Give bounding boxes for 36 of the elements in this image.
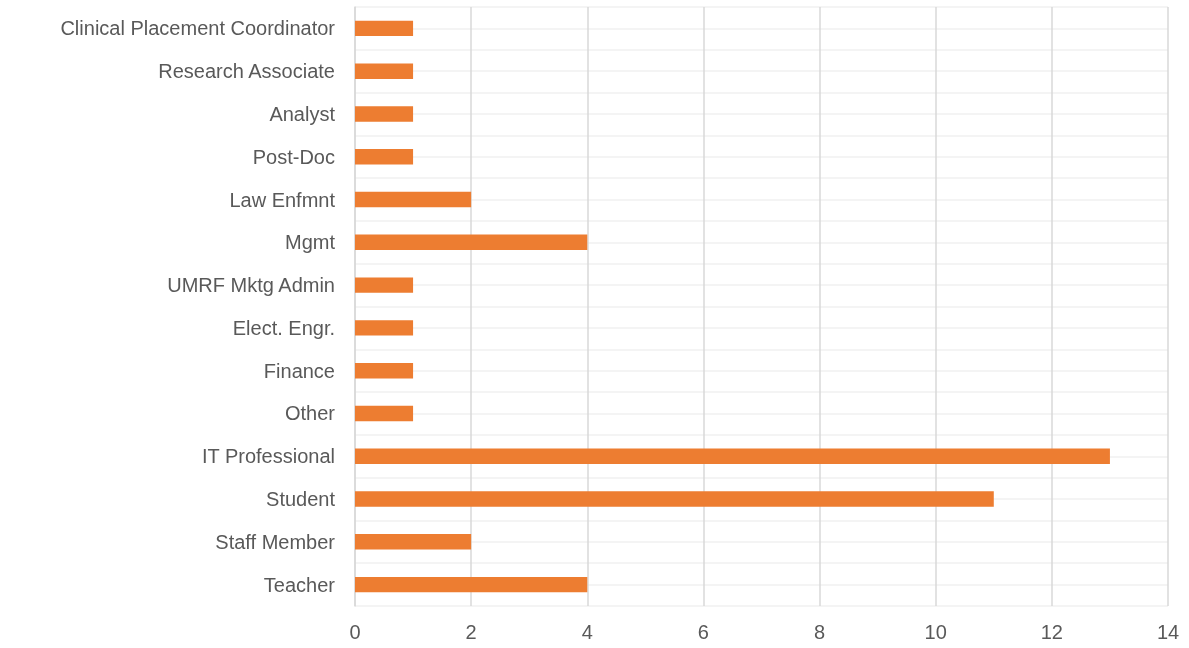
y-tick-label: UMRF Mktg Admin bbox=[167, 274, 335, 297]
y-tick-label: Staff Member bbox=[215, 530, 336, 553]
y-tick-label: Law Enfmnt bbox=[229, 188, 336, 211]
x-tick-label: 10 bbox=[924, 621, 947, 643]
y-tick-label: Clinical Placement Coordinator bbox=[60, 17, 336, 40]
x-tick-label: 8 bbox=[814, 621, 826, 643]
bar bbox=[355, 234, 588, 251]
y-tick-label: Student bbox=[266, 488, 336, 511]
y-tick-label: IT Professional bbox=[201, 445, 335, 468]
y-tick-label: Teacher bbox=[263, 573, 336, 596]
bar bbox=[355, 362, 414, 379]
bar bbox=[355, 576, 588, 593]
bar bbox=[355, 491, 994, 507]
bar bbox=[355, 106, 414, 122]
bar bbox=[355, 405, 414, 422]
bar bbox=[355, 277, 414, 293]
bar bbox=[355, 149, 414, 165]
x-tick-label: 12 bbox=[1040, 621, 1063, 643]
x-tick-label: 0 bbox=[349, 621, 361, 643]
bar bbox=[355, 63, 414, 79]
y-tick-label: Elect. Engr. bbox=[232, 316, 335, 339]
y-tick-label: Other bbox=[284, 402, 336, 425]
x-tick-label: 2 bbox=[465, 621, 477, 643]
x-tick-label: 14 bbox=[1156, 621, 1180, 643]
y-tick-label: Research Associate bbox=[158, 60, 335, 83]
y-tick-label: Post-Doc bbox=[252, 145, 335, 168]
y-tick-label: Finance bbox=[263, 359, 335, 382]
bar bbox=[355, 20, 414, 37]
y-tick-label: Mgmt bbox=[285, 231, 336, 254]
x-tick-label: 4 bbox=[581, 621, 593, 643]
bar bbox=[355, 534, 472, 550]
bar bbox=[355, 320, 414, 336]
bar bbox=[355, 448, 1110, 464]
y-tick-label: Analyst bbox=[269, 102, 336, 125]
bar bbox=[355, 191, 472, 208]
x-tick-label: 6 bbox=[697, 621, 709, 643]
